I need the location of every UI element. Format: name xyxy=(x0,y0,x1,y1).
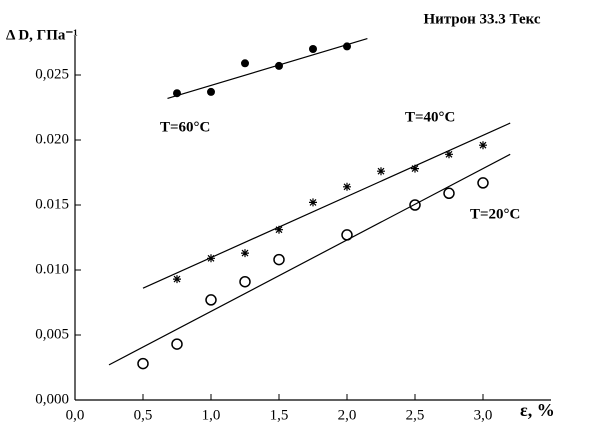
point xyxy=(239,275,251,288)
x-axis-label: ε, % xyxy=(520,400,555,420)
point xyxy=(241,249,249,258)
point xyxy=(205,294,217,306)
x-tick-label: 1,0 xyxy=(202,407,221,423)
series-label: T=20°C xyxy=(470,206,520,222)
x-tick-label: 1,5 xyxy=(270,407,289,423)
y-tick-label: 0.010 xyxy=(35,261,69,277)
point xyxy=(343,182,351,191)
y-axis-label: Δ D, ГПа⁻¹ xyxy=(6,27,78,43)
point xyxy=(275,225,283,234)
x-tick-label: 2,0 xyxy=(338,407,357,423)
point xyxy=(137,357,149,370)
point xyxy=(479,141,487,150)
y-tick-label: 0,000 xyxy=(35,391,69,407)
x-tick-label: 3,0 xyxy=(474,407,493,423)
y-tick-label: 0,005 xyxy=(35,326,69,342)
y-tick-label: 0.015 xyxy=(35,196,69,212)
point xyxy=(173,89,181,98)
point xyxy=(241,59,249,68)
point xyxy=(207,254,215,263)
chart-title: Нитрон 33.3 Текс xyxy=(423,11,540,27)
fit-line xyxy=(167,38,368,99)
point xyxy=(477,177,489,189)
series-label: T=60°C xyxy=(160,119,210,135)
point xyxy=(443,187,455,200)
x-tick-label: 0,0 xyxy=(66,407,85,423)
point xyxy=(207,87,215,96)
point xyxy=(275,61,283,70)
point xyxy=(377,167,385,176)
point xyxy=(341,229,353,241)
point xyxy=(173,275,181,284)
fit-line xyxy=(108,153,511,366)
point xyxy=(409,199,421,211)
fit-line xyxy=(142,122,511,289)
series-label: T=40°C xyxy=(405,109,455,125)
x-tick-label: 0,5 xyxy=(134,407,153,423)
point xyxy=(273,253,285,266)
point xyxy=(445,150,453,159)
x-tick-label: 2,5 xyxy=(406,407,425,423)
point xyxy=(171,338,183,350)
y-tick-label: 0.020 xyxy=(35,131,69,147)
point xyxy=(309,198,317,207)
point xyxy=(411,164,419,173)
y-tick-label: 0,025 xyxy=(35,66,69,82)
point xyxy=(309,45,317,53)
point xyxy=(343,42,351,51)
